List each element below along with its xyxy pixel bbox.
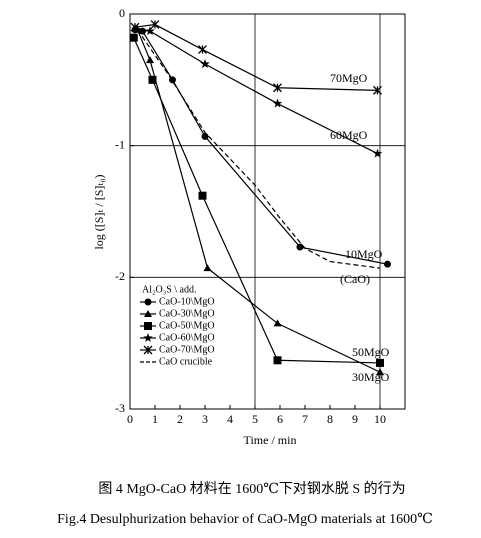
data-point xyxy=(376,358,384,367)
annotation: 60MgO xyxy=(330,128,368,142)
data-point xyxy=(201,132,209,140)
legend-marker xyxy=(144,310,152,317)
annotation: 50MgO xyxy=(352,345,390,359)
annotation: 10MgO xyxy=(345,247,383,261)
x-tick-label: 0 xyxy=(127,412,133,426)
series-line xyxy=(137,29,381,269)
legend-label: CaO-70\MgO xyxy=(159,344,215,355)
y-axis-label: log ([S]ₜ / [S]ₜ₀) xyxy=(92,174,106,249)
annotation: 30MgO xyxy=(352,370,390,384)
x-tick-label: 2 xyxy=(177,412,183,426)
y-tick-label: -1 xyxy=(115,137,125,151)
annotation: 70MgO xyxy=(330,71,368,85)
caption-en: Fig.4 Desulphurization behavior of CaO-M… xyxy=(57,512,433,527)
x-tick-label: 7 xyxy=(302,412,308,426)
legend-label: CaO crucible xyxy=(159,356,213,367)
legend-label: CaO-10\MgO xyxy=(159,296,215,307)
x-tick-label: 10 xyxy=(374,412,386,426)
caption-cn: 图 4 MgO-CaO 材料在 1600℃下对钢水脱 S 的行为 xyxy=(98,481,405,497)
data-point xyxy=(273,319,282,327)
data-point xyxy=(198,191,207,200)
annotation: (CaO) xyxy=(340,272,370,286)
data-point xyxy=(129,33,138,42)
y-tick-label: 0 xyxy=(119,6,125,20)
data-point xyxy=(373,85,382,95)
data-point xyxy=(273,83,282,93)
x-tick-label: 4 xyxy=(227,412,233,426)
y-tick-label: -2 xyxy=(115,269,125,283)
x-tick-label: 6 xyxy=(277,412,283,426)
legend-marker xyxy=(143,345,153,355)
data-point xyxy=(272,98,283,108)
data-point xyxy=(273,356,282,365)
x-tick-label: 1 xyxy=(152,412,158,426)
data-point xyxy=(296,243,304,251)
x-axis-label: Time / min xyxy=(244,433,297,447)
data-point xyxy=(146,56,154,64)
series-line xyxy=(134,29,388,265)
legend-marker xyxy=(143,333,153,343)
legend-title: Al₂O₃S \ add. xyxy=(142,284,196,295)
y-tick-label: -3 xyxy=(115,401,125,415)
data-point xyxy=(145,26,155,36)
x-tick-label: 8 xyxy=(327,412,333,426)
data-point xyxy=(148,75,157,84)
legend-label: CaO-60\MgO xyxy=(159,332,215,343)
legend-marker xyxy=(144,322,152,330)
data-point xyxy=(384,260,391,268)
data-point xyxy=(150,20,160,29)
legend-label: CaO-30\MgO xyxy=(159,308,215,319)
legend-marker xyxy=(144,298,152,306)
plot-frame xyxy=(129,13,406,410)
data-point xyxy=(376,368,384,376)
x-tick-label: 3 xyxy=(202,412,208,426)
data-point xyxy=(200,59,210,69)
legend-label: CaO-50\MgO xyxy=(159,320,215,331)
x-tick-label: 9 xyxy=(352,412,358,426)
data-point xyxy=(198,45,207,55)
x-tick-label: 5 xyxy=(252,412,258,426)
data-point xyxy=(203,264,212,272)
data-point xyxy=(372,148,383,158)
legend-box xyxy=(136,282,228,386)
